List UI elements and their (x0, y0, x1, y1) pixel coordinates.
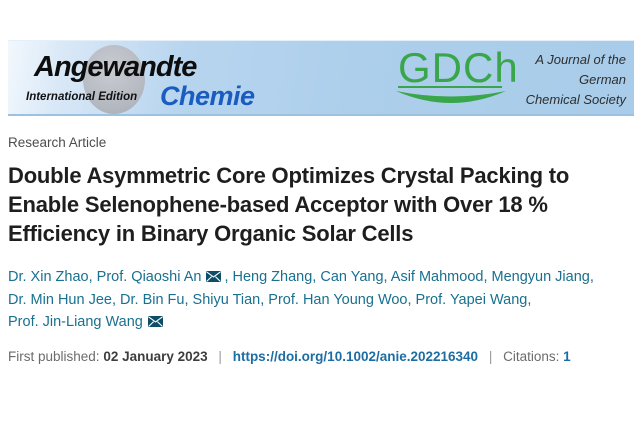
author-names[interactable]: , Heng Zhang, Can Yang, Asif Mahmood, Me… (224, 269, 594, 285)
tagline-line: A Journal of the (535, 52, 626, 67)
journal-tagline: A Journal of the German Chemical Society (526, 50, 626, 110)
title-line: Double Asymmetric Core Optimizes Crystal… (8, 163, 570, 188)
first-published-label: First published: (8, 349, 100, 364)
first-published-date: 02 January 2023 (103, 349, 208, 364)
author-line: Dr. Xin Zhao, Prof. Qiaoshi An , Heng Zha… (8, 266, 628, 289)
title-line: Enable Selenophene-based Acceptor with O… (8, 192, 548, 217)
author-line: Dr. Min Hun Jee, Dr. Bin Fu, Shiyu Tian,… (8, 289, 628, 312)
gdch-logo-text: GDCh (398, 44, 519, 91)
author-names[interactable]: Dr. Min Hun Jee, Dr. Bin Fu, Shiyu Tian,… (8, 291, 532, 308)
citations-count[interactable]: 1 (563, 349, 571, 364)
publication-meta: First published: 02 January 2023 | https… (8, 349, 571, 364)
angewandte-logo-text: Angewandte (34, 51, 197, 83)
tagline-line: German (579, 72, 626, 87)
meta-separator: | (488, 349, 493, 364)
journal-banner[interactable]: Angewandte International Edition Chemie … (8, 40, 634, 116)
banner-circle-decoration (83, 45, 145, 114)
international-edition-label: International Edition (26, 91, 138, 103)
author-names[interactable]: Dr. Xin Zhao, Prof. Qiaoshi An (8, 269, 202, 285)
tagline-line: Chemical Society (525, 92, 626, 107)
doi-link[interactable]: https://doi.org/10.1002/anie.202216340 (232, 349, 479, 364)
article-category: Research Article (8, 135, 107, 150)
citations-label: Citations: (503, 349, 560, 364)
chemie-logo-text: Chemie (160, 81, 255, 111)
author-names[interactable]: Prof. Jin-Liang Wang (8, 314, 143, 330)
envelope-icon[interactable] (206, 271, 222, 282)
author-line: Prof. Jin-Liang Wang (8, 311, 628, 334)
envelope-icon[interactable] (147, 316, 163, 327)
meta-separator: | (218, 349, 222, 364)
gdch-logo: GDCh (390, 41, 518, 117)
gdch-swoosh-icon (396, 91, 506, 103)
gdch-underline (398, 86, 502, 88)
author-list: Dr. Xin Zhao, Prof. Qiaoshi An , Heng Zha… (8, 266, 628, 334)
title-line: Efficiency in Binary Organic Solar Cells (8, 221, 414, 246)
article-title: Double Asymmetric Core Optimizes Crystal… (8, 161, 628, 248)
